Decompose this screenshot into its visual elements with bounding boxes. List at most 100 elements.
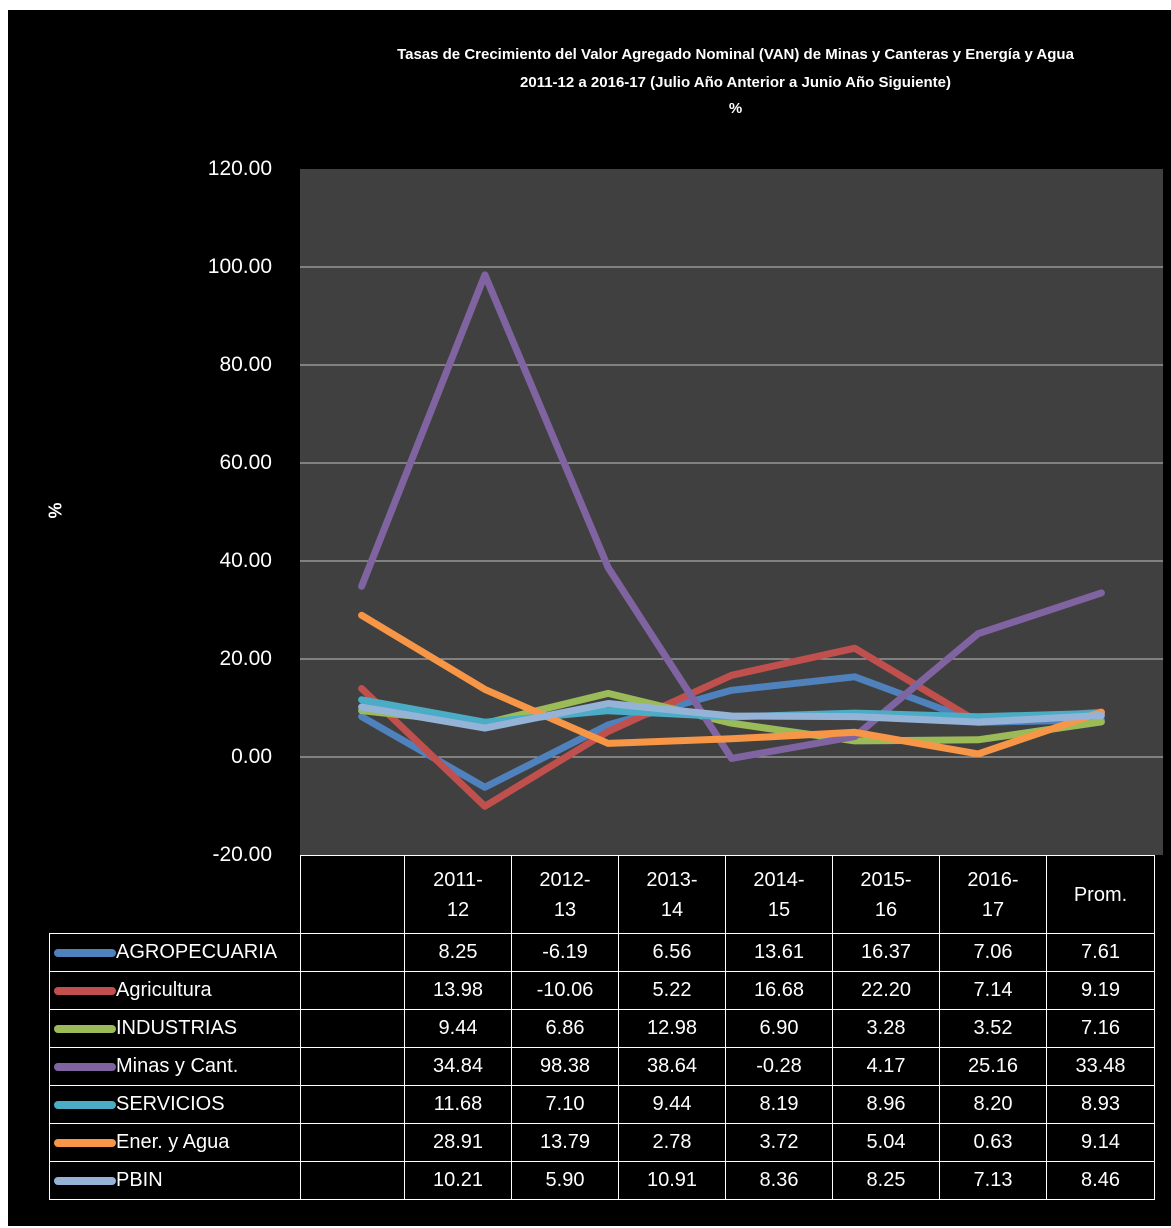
series-line-ener-y-agua (358, 611, 1105, 758)
data-label: 8.93 (1046, 1085, 1155, 1124)
table-row: Minas y Cant. 34.84 98.38 38.64 -0.28 4.17 25.… (49, 1047, 1155, 1086)
category-label-bottom: 12 (446, 898, 470, 921)
legend-key (54, 948, 116, 957)
series-line-minas-y-cant (358, 271, 1105, 762)
table-row: Ener. y Agua 28.91 13.79 2.78 3.72 5.04 0.63 9.… (49, 1123, 1155, 1162)
legend-key (54, 1176, 116, 1185)
table-row: SERVICIOS 11.68 7.10 9.44 8.19 8.96 8.20 8.93 (49, 1085, 1155, 1124)
data-label: -10.06 (511, 971, 619, 1010)
table-row: AGROPECUARIA 8.25 -6.19 6.56 13.61 16.37 7.06 7… (49, 933, 1155, 972)
series-name: Agricultura (116, 979, 212, 1001)
data-label: 6.90 (725, 1009, 833, 1048)
legend-key (54, 1062, 116, 1071)
category-header: 2013- 14 (618, 855, 726, 934)
data-label: 9.44 (404, 1009, 512, 1048)
series-name: PBIN (116, 1169, 163, 1191)
data-label: 6.56 (618, 933, 726, 972)
data-label: 9.44 (618, 1085, 726, 1124)
table-blank-cell (300, 1047, 405, 1086)
data-label: 5.22 (618, 971, 726, 1010)
data-label: 28.91 (404, 1123, 512, 1162)
legend-entry: PBIN (49, 1161, 301, 1200)
y-tick-label: 60.00 (219, 451, 272, 474)
table-row: Agricultura 13.98 -10.06 5.22 16.68 22.20 7.14… (49, 971, 1155, 1010)
table-row: PBIN 10.21 5.90 10.91 8.36 8.25 7.13 8.46 (49, 1161, 1155, 1200)
category-label-top: 2015- (860, 868, 912, 891)
data-label: -6.19 (511, 933, 619, 972)
data-label: 3.28 (832, 1009, 940, 1048)
data-label: 13.61 (725, 933, 833, 972)
table-header-blank (300, 855, 405, 934)
legend-entry: AGROPECUARIA (49, 933, 301, 972)
data-label: 9.14 (1046, 1123, 1155, 1162)
data-label: 7.13 (939, 1161, 1047, 1200)
data-label: 8.36 (725, 1161, 833, 1200)
category-label-top: 2013- (646, 868, 698, 891)
data-label: 3.72 (725, 1123, 833, 1162)
table-blank-cell (300, 1009, 405, 1048)
chart-title-line-2: 2011-12 a 2016-17 (Julio Año Anterior a … (520, 74, 951, 91)
y-tick-label: 40.00 (219, 549, 272, 572)
category-label-bottom: 17 (981, 898, 1005, 921)
y-tick-label: 100.00 (207, 255, 272, 278)
chart-title-line-3: % (728, 100, 743, 117)
category-header: 2012- 13 (511, 855, 619, 934)
series-name: AGROPECUARIA (116, 941, 278, 963)
data-label: 4.17 (832, 1047, 940, 1086)
y-tick-label: 120.00 (207, 157, 272, 180)
legend-entry: Ener. y Agua (49, 1123, 301, 1162)
data-label: 8.19 (725, 1085, 833, 1124)
chart-title-line-1: Tasas de Crecimiento del Valor Agregado … (397, 46, 1074, 63)
data-label: 9.19 (1046, 971, 1155, 1010)
table-blank-cell (300, 933, 405, 972)
table-corner-blank (49, 855, 301, 934)
data-label: 10.21 (404, 1161, 512, 1200)
series-name: SERVICIOS (116, 1093, 225, 1115)
legend-entry: SERVICIOS (49, 1085, 301, 1124)
series-name: Minas y Cant. (116, 1055, 239, 1077)
data-label: 7.14 (939, 971, 1047, 1010)
data-label: 5.04 (832, 1123, 940, 1162)
data-table: 2011- 12 2012- 13 2013- 14 2014- 15 2015- 16 2016-… (49, 855, 1155, 1200)
data-label: 33.48 (1046, 1047, 1155, 1086)
data-label: 13.98 (404, 971, 512, 1010)
table-blank-cell (300, 971, 405, 1010)
category-label-top: 2014- (753, 868, 805, 891)
legend-key (54, 986, 116, 995)
data-label: 7.10 (511, 1085, 619, 1124)
series-name: INDUSTRIAS (116, 1017, 238, 1039)
category-header: Prom. (1046, 855, 1155, 934)
data-label: -0.28 (725, 1047, 833, 1086)
data-label: 12.98 (618, 1009, 726, 1048)
data-label: 8.25 (404, 933, 512, 972)
data-label: 34.84 (404, 1047, 512, 1086)
category-label-bottom: 14 (660, 898, 684, 921)
legend-key (54, 1024, 116, 1033)
data-label: 3.52 (939, 1009, 1047, 1048)
y-tick-label: 20.00 (219, 647, 272, 670)
data-label: 8.25 (832, 1161, 940, 1200)
category-label-bottom: 13 (553, 898, 577, 921)
category-header: 2016- 17 (939, 855, 1047, 934)
data-label: 22.20 (832, 971, 940, 1010)
table-blank-cell (300, 1161, 405, 1200)
table-blank-cell (300, 1123, 405, 1162)
data-label: 16.68 (725, 971, 833, 1010)
legend-key (54, 1100, 116, 1109)
data-label: 8.20 (939, 1085, 1047, 1124)
data-label: 25.16 (939, 1047, 1047, 1086)
category-label-bottom: 16 (874, 898, 898, 921)
category-label-top: Prom. (1073, 883, 1128, 906)
category-label-bottom: 15 (767, 898, 791, 921)
legend-entry: INDUSTRIAS (49, 1009, 301, 1048)
data-label: 16.37 (832, 933, 940, 972)
table-blank-cell (300, 1085, 405, 1124)
y-tick-label: 80.00 (219, 353, 272, 376)
legend-key (54, 1138, 116, 1147)
category-label-top: 2012- (539, 868, 591, 891)
data-label: 6.86 (511, 1009, 619, 1048)
data-label: 2.78 (618, 1123, 726, 1162)
y-tick-label: 0.00 (231, 745, 272, 768)
data-label: 7.16 (1046, 1009, 1155, 1048)
data-label: 0.63 (939, 1123, 1047, 1162)
